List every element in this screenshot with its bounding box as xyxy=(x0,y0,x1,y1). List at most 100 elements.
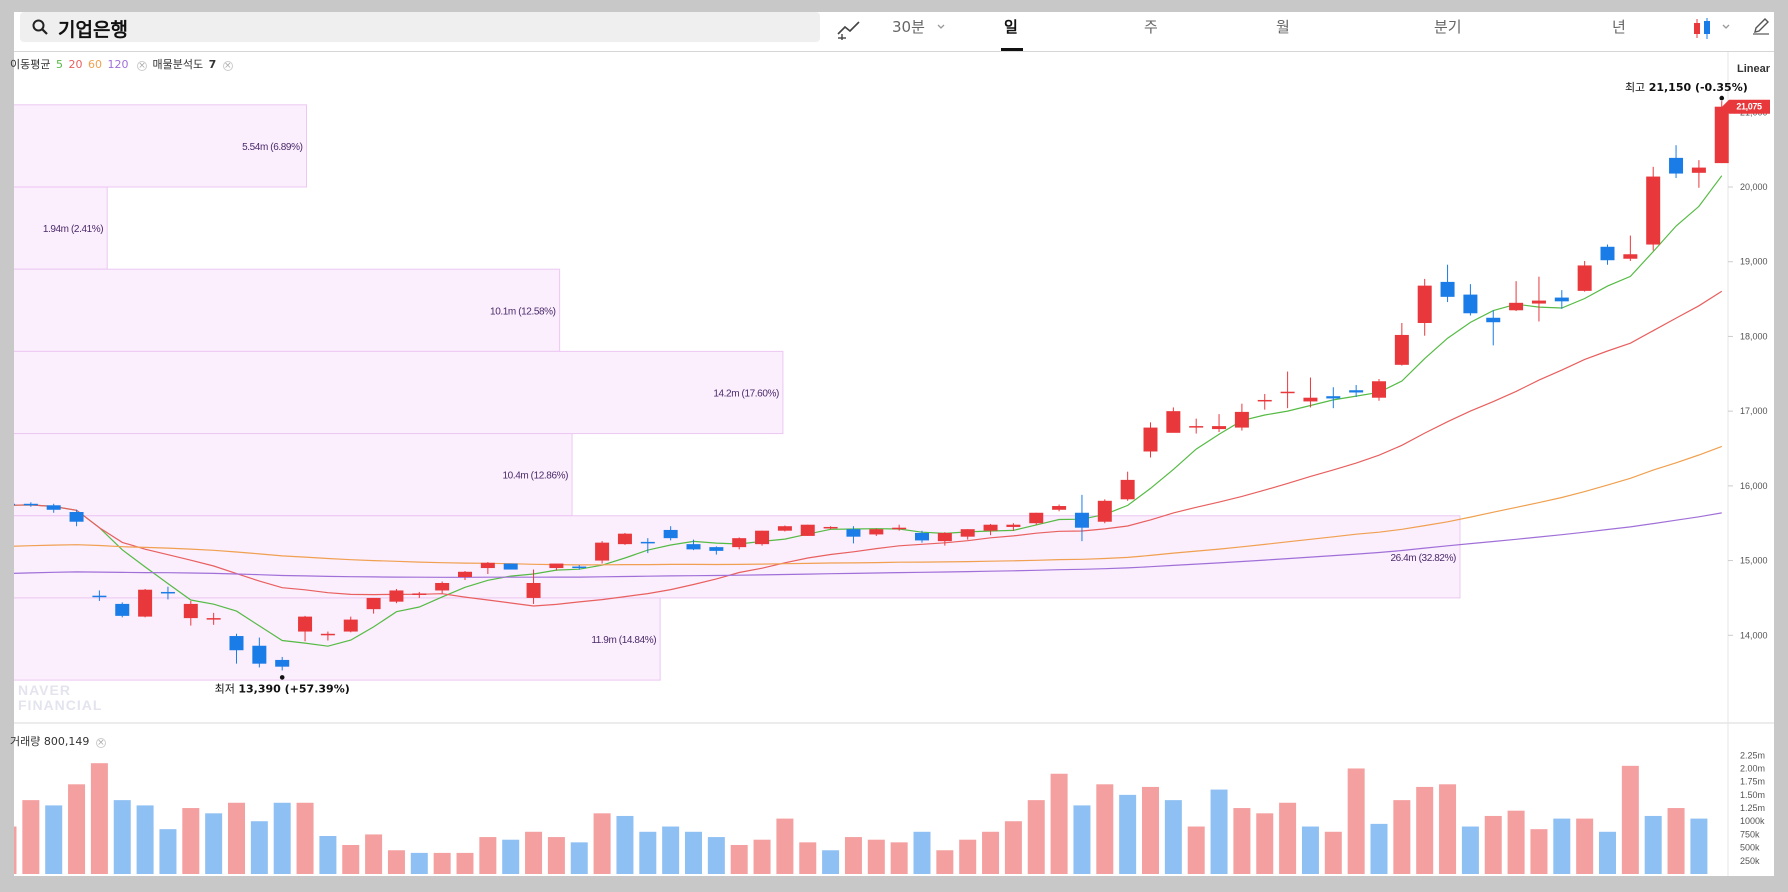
y-tick-label: 15,000 xyxy=(1740,556,1768,566)
volume-profile-label: 26.4m (32.82%) xyxy=(1390,553,1456,564)
window-frame-bottom xyxy=(0,876,1788,892)
tab-month[interactable]: 월 xyxy=(1276,18,1290,36)
volume-bar xyxy=(182,808,200,874)
search-query[interactable]: 기업은행 xyxy=(58,19,128,41)
candle-body xyxy=(800,524,815,536)
volume-bar xyxy=(250,821,268,874)
volume-bar xyxy=(410,852,428,874)
candle-body xyxy=(1143,427,1158,452)
candle-body xyxy=(663,529,678,539)
volume-bar xyxy=(1439,784,1457,874)
candle-body xyxy=(1212,426,1227,430)
volume-bar xyxy=(1370,823,1388,874)
volume-profile-box xyxy=(0,186,108,270)
remove-ma-icon[interactable]: × xyxy=(136,61,147,71)
volume-tick-label: 2.00m xyxy=(1740,763,1765,773)
volume-bar xyxy=(1690,818,1708,874)
volume-bar xyxy=(1507,810,1525,874)
interval-select[interactable]: 30분 xyxy=(892,18,925,36)
tab-day[interactable]: 일 xyxy=(1004,18,1018,36)
volume-bar xyxy=(1667,808,1685,874)
volume-bar xyxy=(707,837,725,874)
indicator-legend: 이동평균 5 20 60 120 × 매물분석도 7 × xyxy=(10,56,235,72)
y-tick-label: 17,000 xyxy=(1740,406,1768,416)
volume-bar xyxy=(90,763,108,874)
ma-line-20 xyxy=(7,290,1723,607)
candle-body xyxy=(343,619,358,632)
volume-bar xyxy=(1416,786,1434,874)
candle-body xyxy=(960,529,975,537)
candle-body xyxy=(1189,426,1204,428)
volume-bar xyxy=(593,813,611,874)
ma-label[interactable]: 이동평균 xyxy=(10,58,51,71)
chevron-down-icon[interactable] xyxy=(936,23,946,31)
volume-label[interactable]: 거래량 xyxy=(10,735,41,748)
candle-body xyxy=(138,589,153,617)
volume-bar xyxy=(22,800,40,874)
volume-tick-label: 2.25m xyxy=(1740,750,1765,760)
candle-body xyxy=(755,530,770,545)
volume-bar xyxy=(1004,821,1022,874)
scale-toggle[interactable]: Linear xyxy=(1737,63,1771,75)
draw-line-icon[interactable] xyxy=(836,18,862,40)
tab-week[interactable]: 주 xyxy=(1144,18,1158,36)
ma-period-20: 20 xyxy=(68,58,83,71)
last-price-tag xyxy=(1722,99,1770,114)
volume-bar xyxy=(1621,765,1639,874)
volume-tick-label: 1.75m xyxy=(1740,777,1765,787)
candle-body xyxy=(1531,300,1546,304)
candle-body xyxy=(709,547,724,551)
volume-bar xyxy=(662,826,680,874)
volume-bar xyxy=(685,831,702,874)
tab-year[interactable]: 년 xyxy=(1612,18,1626,36)
candle-body xyxy=(1463,294,1478,314)
volume-bar xyxy=(1324,831,1342,874)
y-tick-label: 20,000 xyxy=(1740,182,1768,192)
volume-bar xyxy=(1050,773,1068,874)
candle-body xyxy=(389,590,404,602)
candle-body xyxy=(46,505,61,510)
volume-bar xyxy=(639,831,657,874)
low-marker xyxy=(279,675,285,680)
ma-period-60: 60 xyxy=(87,58,102,71)
volume-tick-label: 1.50m xyxy=(1740,790,1765,800)
volume-bar xyxy=(1599,831,1616,874)
y-tick-label: 18,000 xyxy=(1740,331,1768,341)
volume-bar xyxy=(1530,829,1548,874)
volume-profile-box xyxy=(0,433,573,517)
remove-volume-icon[interactable]: × xyxy=(95,738,106,748)
remove-volume-profile-icon[interactable]: × xyxy=(222,61,233,71)
volume-profile-value: 7 xyxy=(208,58,217,71)
volume-bar xyxy=(1027,800,1045,874)
volume-profile-label: 14.2m (17.60%) xyxy=(713,388,779,399)
volume-bar xyxy=(753,839,771,874)
volume-tick-label: 750k xyxy=(1740,829,1760,839)
volume-bar xyxy=(456,852,474,874)
volume-profile-box xyxy=(0,597,661,681)
tab-quarter[interactable]: 분기 xyxy=(1434,18,1462,36)
candle-body xyxy=(183,603,198,619)
candle-body xyxy=(915,532,929,541)
candle-body xyxy=(777,526,792,531)
candle-body xyxy=(298,616,313,632)
volume-bar xyxy=(913,831,931,874)
stock-search-box[interactable]: 기업은행 xyxy=(20,12,820,42)
chevron-down-icon[interactable] xyxy=(1721,23,1731,31)
volume-bar xyxy=(1187,826,1205,874)
volume-profile-box xyxy=(0,104,308,188)
candle-type-icon[interactable] xyxy=(1692,16,1714,42)
volume-tick-label: 250k xyxy=(1740,856,1760,866)
ma-period-5: 5 xyxy=(55,58,63,71)
candle-body xyxy=(1074,512,1089,528)
volume-tick-label: 1.25m xyxy=(1740,803,1765,813)
candle-body xyxy=(1417,285,1432,323)
pencil-icon[interactable] xyxy=(1751,16,1771,36)
candle-body xyxy=(23,503,38,506)
volume-bar xyxy=(365,834,383,874)
active-tab-underline xyxy=(1001,48,1023,51)
candle-body xyxy=(1646,176,1661,245)
volume-profile-label[interactable]: 매물분석도 xyxy=(152,58,204,71)
volume-bar xyxy=(1210,789,1228,874)
